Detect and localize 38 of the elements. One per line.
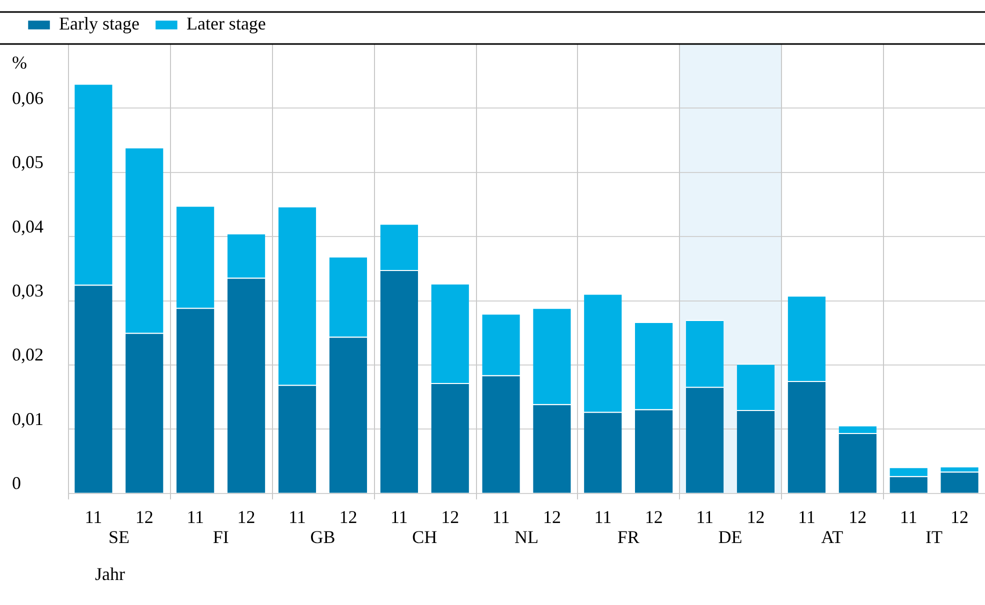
y-tick-label: 0,01	[12, 408, 44, 429]
y-tick-label: 0,06	[12, 88, 44, 108]
text: NL	[514, 527, 538, 548]
x-tick-label: 12	[644, 506, 663, 527]
y-tick-label: 0,03	[12, 280, 44, 301]
y-tick-label: 0,04	[12, 216, 44, 236]
x-tick-label: 12	[339, 506, 358, 527]
y-tick-label: 0	[12, 473, 21, 494]
x-tick-label: 11	[696, 506, 714, 527]
x-tick-label: 11	[84, 506, 102, 527]
text: DE	[718, 527, 742, 548]
y-tick-label: 0,02	[12, 344, 44, 365]
x-tick-label: 12	[848, 506, 867, 527]
x-tick-label: 11	[594, 506, 612, 527]
text: SE	[108, 527, 130, 548]
y-axis-title: %	[12, 52, 27, 73]
x-tick-label: 12	[237, 506, 256, 527]
x-tick-label: 12	[135, 506, 154, 527]
x-tick-label: 11	[900, 506, 918, 527]
x-tick-label: 12	[746, 506, 765, 527]
text: FI	[212, 527, 229, 548]
text: CH	[412, 527, 438, 548]
x-tick-label: 11	[492, 506, 510, 527]
x-tick-label: 11	[288, 506, 306, 527]
x-tick-label: 11	[186, 506, 204, 527]
y-tick-label: 0,05	[12, 152, 44, 172]
legend-label: Later stage	[186, 14, 266, 34]
x-axis-title: Jahr	[95, 564, 125, 584]
x-tick-label: 11	[390, 506, 408, 527]
x-tick-label: 12	[542, 506, 561, 527]
legend-label: Early stage	[59, 14, 140, 34]
text: IT	[926, 527, 943, 548]
text: FR	[617, 527, 640, 548]
x-tick-label: 12	[950, 506, 969, 527]
text: AT	[821, 527, 844, 548]
x-tick-label: 11	[798, 506, 816, 527]
x-tick-label: 12	[441, 506, 460, 527]
text: GB	[310, 527, 336, 548]
